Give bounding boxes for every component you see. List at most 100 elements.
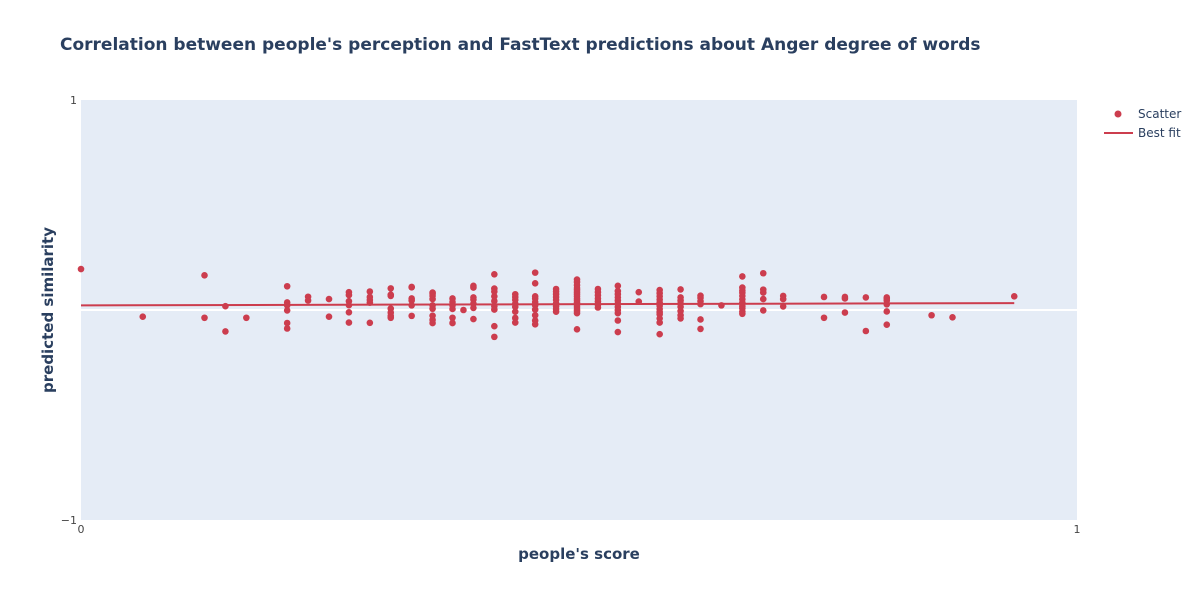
scatter-point[interactable] <box>841 295 849 302</box>
scatter-point[interactable] <box>614 328 622 336</box>
scatter-point[interactable] <box>345 291 353 299</box>
scatter-point[interactable] <box>573 326 581 333</box>
scatter-point[interactable] <box>283 307 291 314</box>
scatter-point[interactable] <box>820 314 828 322</box>
scatter-point[interactable] <box>862 327 870 335</box>
scatter-point[interactable] <box>511 308 519 315</box>
scatter-point[interactable] <box>470 284 477 291</box>
scatter-point[interactable] <box>697 316 704 323</box>
scatter-point[interactable] <box>594 304 602 311</box>
scatter-point[interactable] <box>491 306 498 313</box>
scatter-point[interactable] <box>552 308 560 315</box>
scatter-point[interactable] <box>325 313 333 321</box>
best-fit-line <box>80 302 1015 307</box>
scatter-point[interactable] <box>820 293 828 301</box>
scatter-point[interactable] <box>408 297 415 304</box>
scatter-point[interactable] <box>779 303 787 310</box>
scatter-point[interactable] <box>387 314 395 322</box>
scatter-point[interactable] <box>511 303 519 311</box>
scatter-point[interactable] <box>201 314 208 322</box>
scatter-point[interactable] <box>779 295 787 303</box>
scatter-point[interactable] <box>697 300 704 308</box>
scatter-point[interactable] <box>614 317 622 324</box>
scatter-point[interactable] <box>491 322 498 330</box>
scatter-point[interactable] <box>573 309 581 317</box>
scatter-point[interactable] <box>511 314 519 322</box>
scatter-point[interactable] <box>366 319 374 327</box>
scatter-point[interactable] <box>491 271 498 278</box>
scatter-point[interactable] <box>345 309 353 316</box>
scatter-point[interactable] <box>345 301 353 309</box>
scatter-point[interactable] <box>449 319 456 327</box>
scatter-point[interactable] <box>841 309 849 316</box>
scatter-point[interactable] <box>283 319 291 327</box>
scatter-point[interactable] <box>449 305 456 313</box>
scatter-point[interactable] <box>429 305 436 313</box>
scatter-point[interactable] <box>325 295 333 303</box>
scatter-point[interactable] <box>862 294 870 301</box>
scatter-point[interactable] <box>656 330 663 338</box>
legend-label-best-fit: Best fit <box>1138 126 1181 140</box>
scatter-point[interactable] <box>449 314 456 322</box>
scatter-point[interactable] <box>387 285 395 292</box>
scatter-point[interactable] <box>531 280 539 287</box>
scatter-point[interactable] <box>531 269 539 276</box>
scatter-point[interactable] <box>949 314 956 321</box>
scatter-point[interactable] <box>635 288 643 296</box>
scatter-point[interactable] <box>635 298 643 305</box>
scatter-point[interactable] <box>470 304 477 312</box>
scatter-point[interactable] <box>77 265 85 273</box>
scatter-point[interactable] <box>759 295 767 303</box>
scatter-point[interactable] <box>759 289 767 296</box>
scatter-point[interactable] <box>491 297 498 305</box>
scatter-point[interactable] <box>429 295 436 303</box>
scatter-point[interactable] <box>345 319 353 326</box>
scatter-point[interactable] <box>759 269 767 277</box>
scatter-point[interactable] <box>531 306 539 313</box>
scatter-point[interactable] <box>222 328 229 335</box>
scatter-point[interactable] <box>201 272 208 279</box>
scatter-point[interactable] <box>1010 293 1018 300</box>
legend-item-best-fit[interactable]: Best fit <box>1104 126 1181 140</box>
scatter-point[interactable] <box>656 319 663 326</box>
scatter-point[interactable] <box>283 325 291 332</box>
scatter-point[interactable] <box>304 297 312 304</box>
scatter-point[interactable] <box>283 302 291 309</box>
scatter-point[interactable] <box>470 315 477 323</box>
legend[interactable]: Scatter Best fit <box>1104 107 1181 140</box>
scatter-point[interactable] <box>531 311 539 319</box>
scatter-point[interactable] <box>883 301 891 308</box>
scatter-point[interactable] <box>408 284 415 291</box>
scatter-point[interactable] <box>243 314 250 322</box>
scatter-point[interactable] <box>139 313 147 321</box>
scatter-point[interactable] <box>429 319 436 327</box>
scatter-point[interactable] <box>222 302 229 310</box>
scatter-point[interactable] <box>366 288 374 295</box>
scatter-point[interactable] <box>531 320 539 328</box>
scatter-point[interactable] <box>614 282 622 290</box>
scatter-point[interactable] <box>283 282 291 290</box>
y-axis-title: predicted similarity <box>39 227 57 393</box>
scatter-point[interactable] <box>883 321 891 329</box>
scatter-point[interactable] <box>614 309 622 317</box>
scatter-point[interactable] <box>739 310 746 318</box>
scatter-point[interactable] <box>677 286 684 293</box>
y-tick-label-bottom: −1 <box>61 514 77 527</box>
scatter-point[interactable] <box>366 299 374 306</box>
scatter-point[interactable] <box>491 288 498 295</box>
scatter-point[interactable] <box>718 302 725 309</box>
scatter-point[interactable] <box>491 333 498 341</box>
scatter-point[interactable] <box>491 293 498 300</box>
legend-item-scatter[interactable]: Scatter <box>1114 107 1182 121</box>
scatter-point[interactable] <box>460 306 467 314</box>
scatter-point[interactable] <box>883 308 891 315</box>
scatter-point[interactable] <box>677 315 684 322</box>
scatter-point[interactable] <box>697 325 704 333</box>
scatter-point[interactable] <box>511 319 519 326</box>
scatter-point[interactable] <box>387 292 395 300</box>
scatter-point[interactable] <box>928 311 935 319</box>
scatter-point[interactable] <box>408 312 415 320</box>
scatter-point[interactable] <box>739 273 746 280</box>
scatter-point[interactable] <box>759 307 767 314</box>
scatter-point[interactable] <box>408 302 415 309</box>
